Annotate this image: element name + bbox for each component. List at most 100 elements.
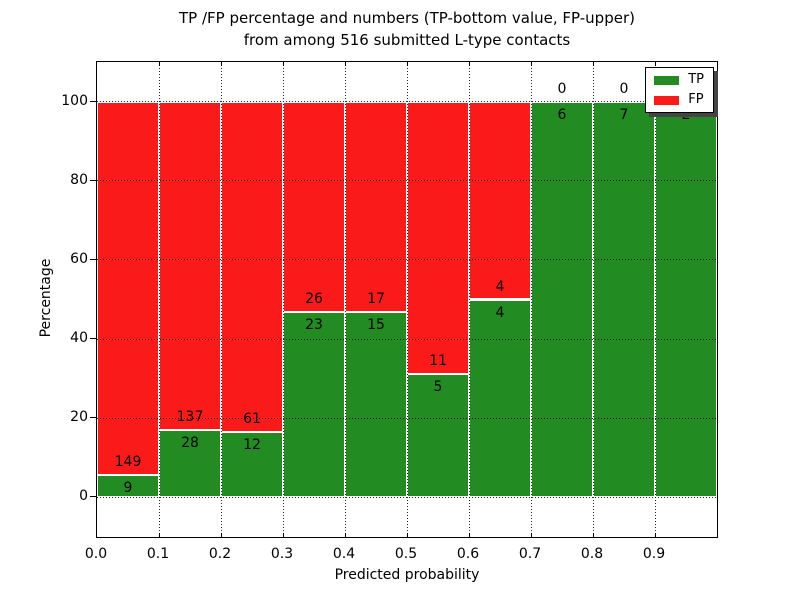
gridline-v-6 xyxy=(468,62,470,537)
xtick-bottom-1 xyxy=(158,533,160,537)
xtick-label-6: 0.6 xyxy=(456,546,480,562)
count-label-tp-1: 28 xyxy=(181,435,199,452)
ytick-mark-60 xyxy=(90,258,96,260)
bar-segment-tp-6 xyxy=(469,299,531,498)
count-label-tp-6: 4 xyxy=(495,304,505,321)
bar-segment-tp-3 xyxy=(283,311,345,498)
legend-swatch-tp xyxy=(654,75,680,85)
gridline-v-9 xyxy=(654,62,656,537)
xtick-label-4: 0.4 xyxy=(332,546,356,562)
legend: TP FP xyxy=(645,67,714,113)
ytick-label-60: 60 xyxy=(70,250,88,267)
ytick-label-0: 0 xyxy=(79,488,88,505)
bar-segment-tp-1 xyxy=(159,430,221,498)
chart-title-line1: TP /FP percentage and numbers (TP-bottom… xyxy=(179,9,635,27)
xtick-bottom-4 xyxy=(344,533,346,537)
xtick-top-3 xyxy=(282,62,284,66)
count-label-fp-2: 61 xyxy=(243,411,261,428)
count-label-tp-5: 5 xyxy=(433,378,443,395)
bar-segment-tp-2 xyxy=(221,432,283,498)
bar-segment-tp-5 xyxy=(407,373,469,498)
gridline-v-4 xyxy=(344,62,346,537)
xtick-label-1: 0.1 xyxy=(146,546,170,562)
count-label-fp-3: 26 xyxy=(305,290,323,307)
xtick-bottom-3 xyxy=(282,533,284,537)
bar-segment-fp-3 xyxy=(283,101,345,312)
count-label-fp-1: 137 xyxy=(176,409,204,426)
gridline-h-100 xyxy=(97,101,717,103)
gridline-v-1 xyxy=(158,62,160,537)
xtick-bottom-8 xyxy=(592,533,594,537)
gridline-v-7 xyxy=(530,62,532,537)
ytick-mark-20 xyxy=(90,417,96,419)
count-label-tp-0: 9 xyxy=(123,479,133,496)
gridline-v-3 xyxy=(282,62,284,537)
xtick-bottom-6 xyxy=(468,533,470,537)
xtick-bottom-9 xyxy=(654,533,656,537)
gridline-v-2 xyxy=(220,62,222,537)
legend-label-fp: FP xyxy=(688,92,704,107)
bar-segment-fp-1 xyxy=(159,101,221,431)
xtick-bottom-7 xyxy=(530,533,532,537)
ytick-mark-0 xyxy=(90,496,96,498)
ytick-mark-40 xyxy=(90,338,96,340)
legend-row-tp: TP xyxy=(654,72,704,87)
xtick-bottom-5 xyxy=(406,533,408,537)
count-label-tp-4: 15 xyxy=(367,316,385,333)
xtick-top-9 xyxy=(654,62,656,66)
gridline-v-8 xyxy=(592,62,594,537)
xtick-label-8: 0.8 xyxy=(580,546,604,562)
count-label-fp-6: 4 xyxy=(495,278,505,295)
xtick-top-5 xyxy=(406,62,408,66)
ytick-label-20: 20 xyxy=(70,409,88,426)
xtick-top-2 xyxy=(220,62,222,66)
count-label-tp-3: 23 xyxy=(305,316,323,333)
legend-swatch-fp xyxy=(654,95,680,105)
ytick-label-100: 100 xyxy=(61,92,88,109)
chart-title-line2: from among 516 submitted L-type contacts xyxy=(243,31,571,49)
xtick-label-5: 0.5 xyxy=(394,546,418,562)
bar-segment-tp-4 xyxy=(345,311,407,498)
xtick-bottom-2 xyxy=(220,533,222,537)
xtick-top-4 xyxy=(344,62,346,66)
xtick-label-0: 0.0 xyxy=(84,546,108,562)
xtick-label-7: 0.7 xyxy=(518,546,542,562)
gridline-h-0 xyxy=(97,496,717,498)
count-label-fp-4: 17 xyxy=(367,290,385,307)
legend-label-tp: TP xyxy=(688,72,704,87)
count-label-fp-5: 11 xyxy=(429,352,447,369)
legend-row-fp: FP xyxy=(654,92,704,107)
bar-segment-tp-8 xyxy=(593,101,655,498)
gridline-h-20 xyxy=(97,417,717,419)
count-label-fp-8: 0 xyxy=(619,80,629,97)
xtick-label-2: 0.2 xyxy=(208,546,232,562)
count-label-fp-0: 149 xyxy=(114,453,142,470)
xtick-label-3: 0.3 xyxy=(270,546,294,562)
bar-segment-fp-2 xyxy=(221,101,283,433)
gridline-h-80 xyxy=(97,180,717,182)
ytick-mark-80 xyxy=(90,179,96,181)
count-label-tp-8: 7 xyxy=(619,106,629,123)
count-label-tp-9: 2 xyxy=(681,106,691,123)
count-label-tp-7: 6 xyxy=(557,106,567,123)
ytick-label-40: 40 xyxy=(70,330,88,347)
xtick-top-6 xyxy=(468,62,470,66)
gridline-v-5 xyxy=(406,62,408,537)
chart-title: TP /FP percentage and numbers (TP-bottom… xyxy=(96,7,718,51)
ytick-label-80: 80 xyxy=(70,171,88,188)
bar-segment-fp-0 xyxy=(97,101,159,475)
xtick-label-9: 0.9 xyxy=(642,546,666,562)
ytick-mark-100 xyxy=(90,100,96,102)
gridline-h-40 xyxy=(97,338,717,340)
xtick-top-7 xyxy=(530,62,532,66)
x-axis-label: Predicted probability xyxy=(334,567,480,583)
count-label-tp-2: 12 xyxy=(243,437,261,454)
count-label-fp-7: 0 xyxy=(557,80,567,97)
xtick-top-1 xyxy=(158,62,160,66)
bar-segment-fp-6 xyxy=(469,101,531,300)
gridline-h-60 xyxy=(97,259,717,261)
bar-segment-fp-4 xyxy=(345,101,407,312)
bar-segment-fp-5 xyxy=(407,101,469,374)
